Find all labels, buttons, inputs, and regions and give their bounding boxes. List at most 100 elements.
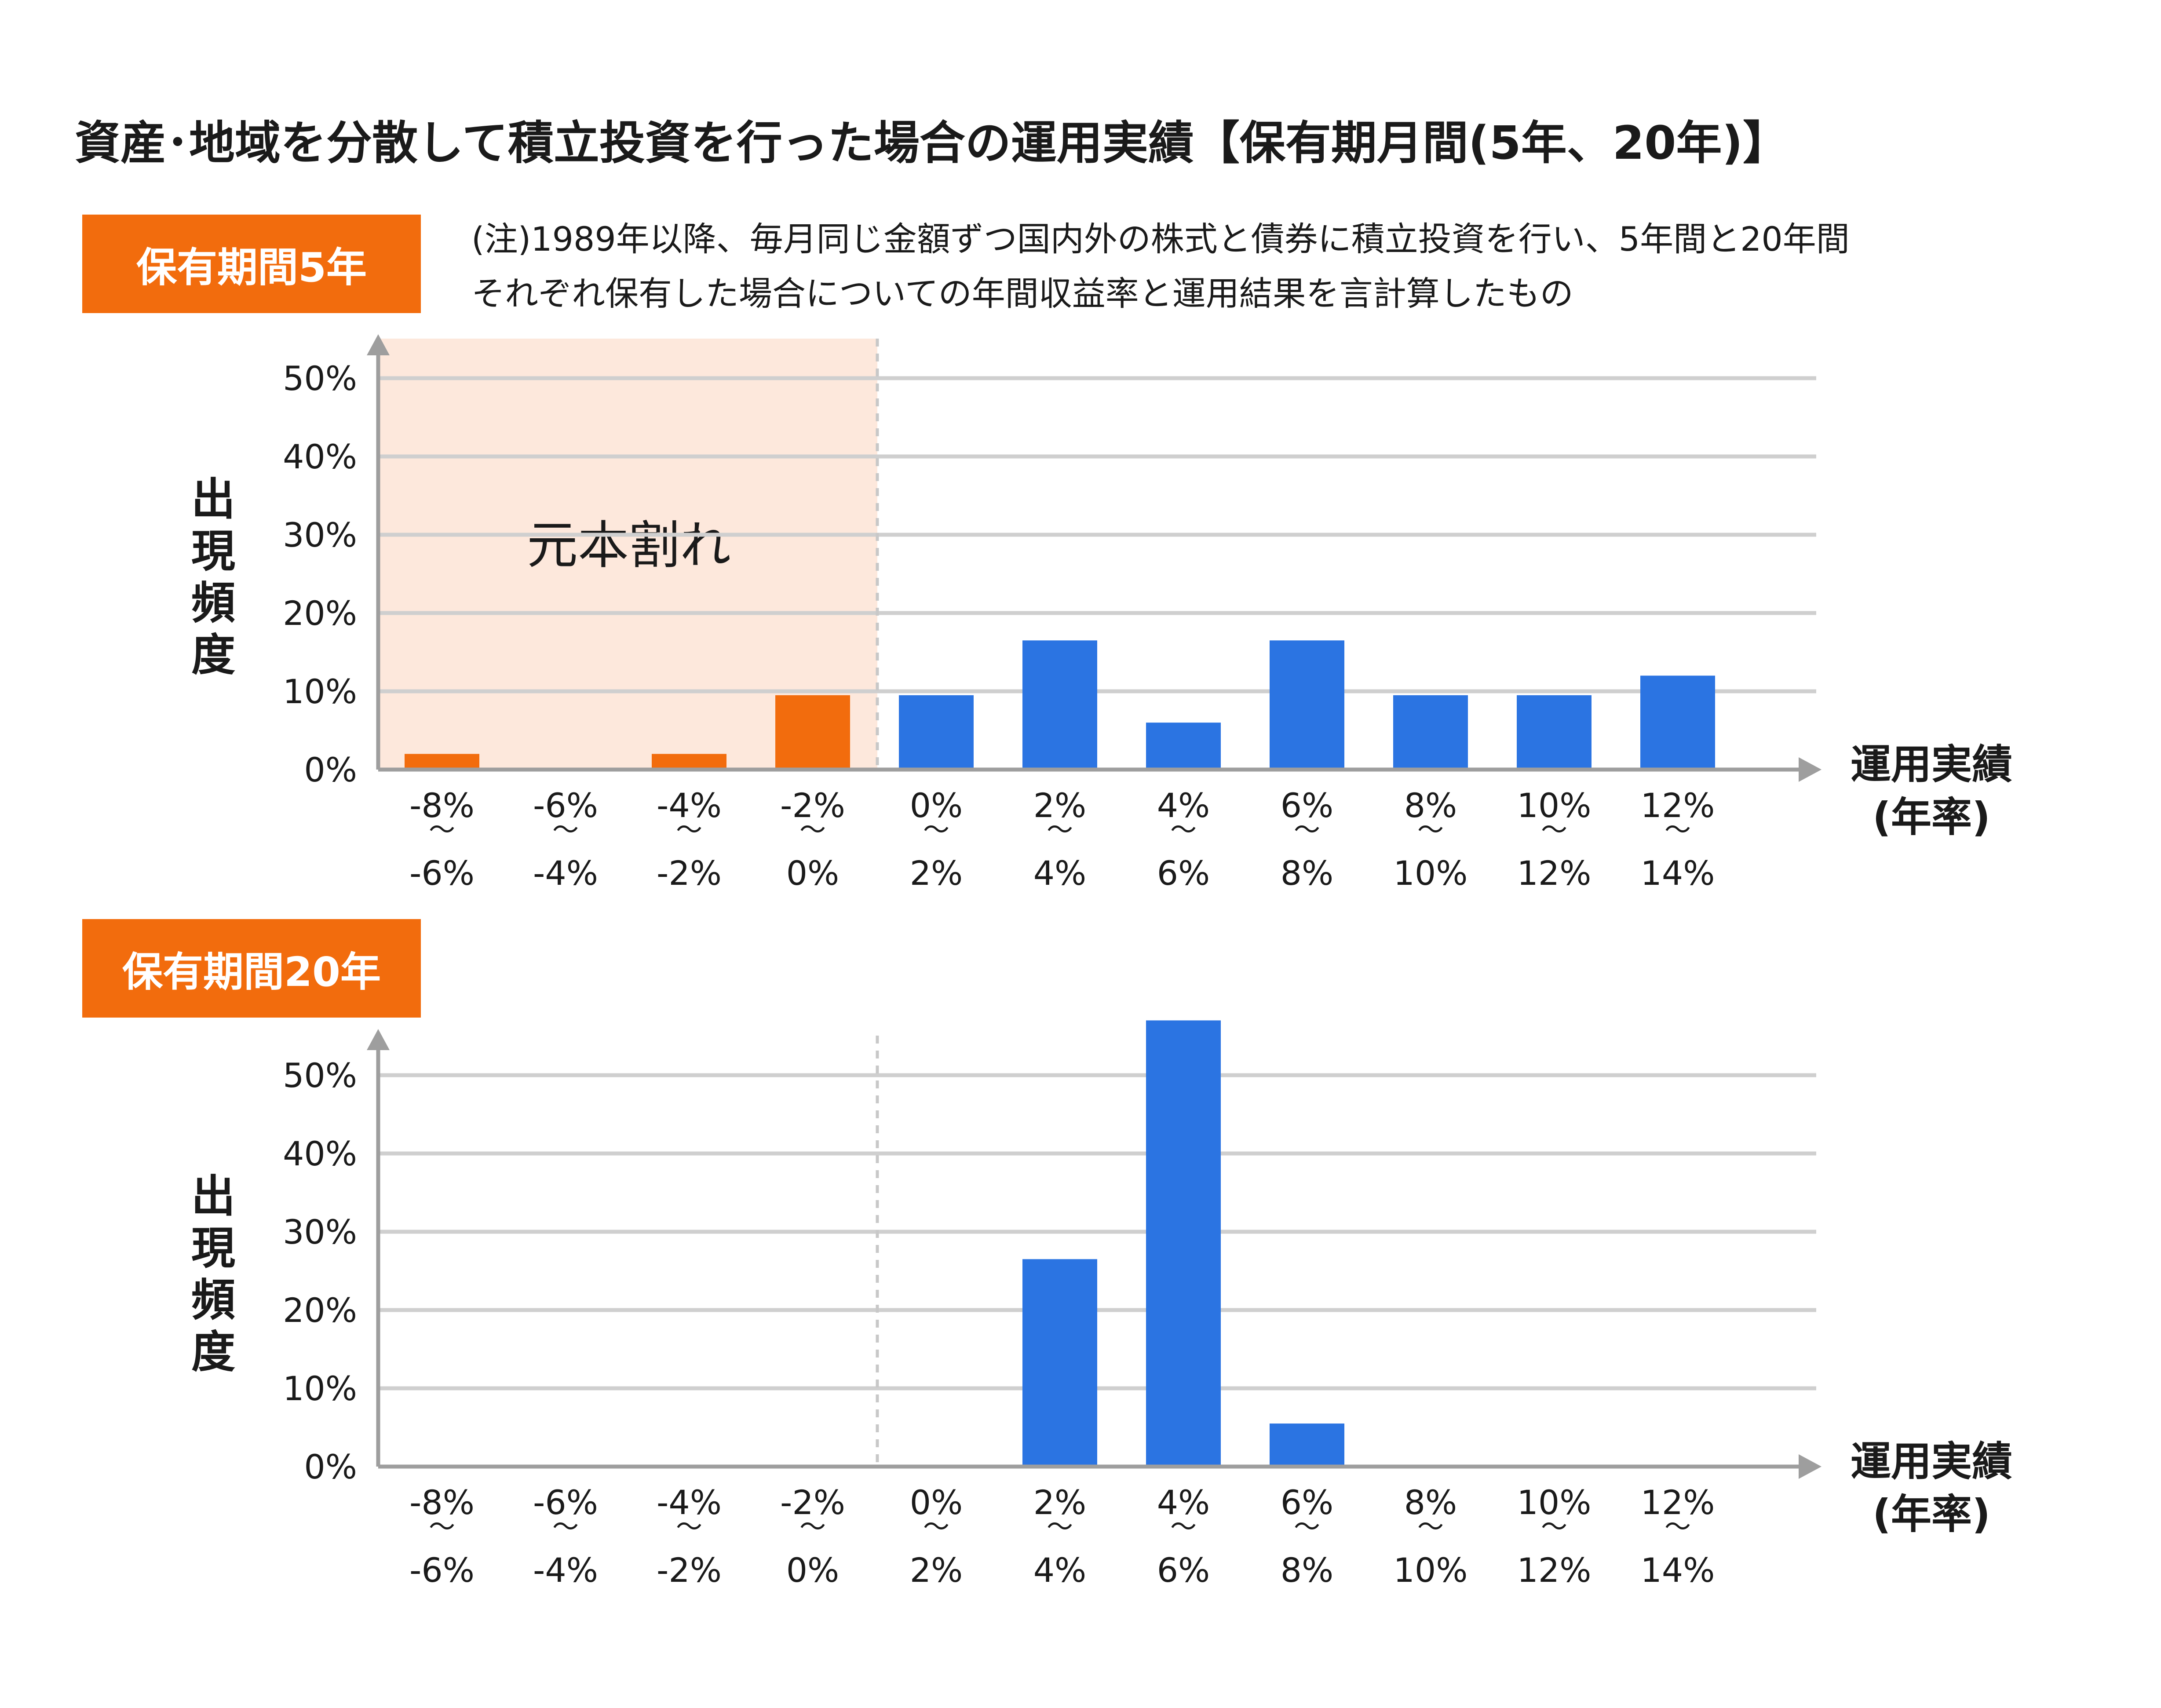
x-axis-arrow-icon [1799,1454,1822,1479]
x-tick-label-to: 0% [786,854,840,893]
x-tick-tilde: ～ [1665,815,1691,846]
x-tick-label-to: 2% [910,1551,963,1590]
y-tick-label: 50% [283,1056,357,1095]
x-tick-label-from: -6% [533,1483,598,1522]
x-tick-label-to: 0% [786,1551,840,1590]
x-tick-tilde: ～ [1541,1512,1567,1543]
y-tick-label: 20% [283,594,357,633]
loss-zone-label: 元本割れ [527,516,731,575]
x-tick-label-to: 14% [1641,854,1715,893]
x-tick-tilde: ～ [1047,815,1073,846]
x-tick-label-to: 14% [1641,1551,1715,1590]
x-axis-title-line-1: 運用実績 [1851,1438,2012,1485]
x-tick-label-from: -2% [780,1483,845,1522]
x-tick-label-from: 10% [1517,1483,1592,1522]
y-tick-label: 30% [283,515,357,555]
holding-period-20-badge: 保有期間20年 [82,919,421,1018]
y-tick-label: 10% [283,672,357,711]
x-tick-tilde: ～ [676,1512,702,1543]
x-tick-label-from: -8% [409,786,475,825]
x-axis-arrow-icon [1799,757,1822,782]
bar [1270,1423,1344,1467]
x-tick-tilde: ～ [799,1512,826,1543]
x-tick-label-to: 10% [1394,1551,1468,1590]
y-axis-title-char: 度 [191,629,235,681]
chart-holding-20-years: 50%40%30%20%10%0%-8%～-6%-6%～-4%-4%～-2%-2… [191,1020,2012,1590]
x-tick-label-from: -8% [409,1483,475,1522]
x-tick-label-from: -4% [657,1483,722,1522]
x-tick-tilde: ～ [1047,1512,1073,1543]
x-tick-tilde: ～ [676,815,702,846]
x-tick-label-to: 2% [910,854,963,893]
x-tick-label-to: -6% [409,1551,475,1590]
x-axis-title-line-1: 運用実績 [1851,741,2012,788]
y-tick-label: 40% [283,437,357,476]
y-tick-label: 40% [283,1134,357,1173]
y-tick-label: 20% [283,1291,357,1330]
x-tick-tilde: ～ [1417,815,1444,846]
footnote-line-1: (注)1989年以降、毎月同じ金額ずつ国内外の株式と債券に積立投資を行い、5年間… [471,219,1850,259]
x-tick-label-to: 4% [1033,1551,1087,1590]
y-axis-title-char: 度 [191,1326,235,1378]
x-tick-label-to: -2% [657,1551,722,1590]
x-tick-tilde: ～ [1294,1512,1320,1543]
x-tick-label-from: 8% [1404,786,1457,825]
bar [1146,1020,1221,1467]
bar [1640,675,1715,770]
y-axis-arrow-icon [367,1029,390,1050]
bar [405,754,479,770]
x-tick-label-from: 2% [1033,1483,1087,1522]
y-tick-label: 30% [283,1212,357,1252]
x-tick-tilde: ～ [429,1512,455,1543]
x-tick-label-to: -4% [533,854,598,893]
page-title: 資産･地域を分散して積立投資を行った場合の運用実績【保有期月間(5年、20年)】 [75,116,1789,170]
x-tick-label-from: 0% [910,786,963,825]
x-tick-label-from: -2% [780,786,845,825]
x-tick-label-to: -6% [409,854,475,893]
x-tick-label-to: 4% [1033,854,1087,893]
y-tick-label: 0% [304,750,357,789]
x-tick-tilde: ～ [552,815,579,846]
bar [652,754,726,770]
x-tick-tilde: ～ [1170,815,1197,846]
x-tick-tilde: ～ [552,1512,579,1543]
bar [899,695,974,770]
x-tick-tilde: ～ [1665,1512,1691,1543]
footnote-line-2: それぞれ保有した場合についての年間収益率と運用結果を言計算したもの [471,274,1573,313]
x-tick-label-to: 8% [1281,1551,1334,1590]
x-tick-tilde: ～ [1541,815,1567,846]
bar [1146,723,1221,770]
x-tick-tilde: ～ [799,815,826,846]
footnote: (注)1989年以降、毎月同じ金額ずつ国内外の株式と債券に積立投資を行い、5年間… [471,212,2099,321]
x-tick-label-from: 6% [1281,1483,1334,1522]
x-tick-label-from: 4% [1157,786,1210,825]
bar [1517,695,1592,770]
x-tick-label-to: 6% [1157,854,1210,893]
y-tick-label: 0% [304,1447,357,1486]
x-tick-label-to: 12% [1517,854,1592,893]
holding-period-5-badge: 保有期間5年 [82,215,421,313]
x-tick-label-from: 6% [1281,786,1334,825]
x-tick-tilde: ～ [1417,1512,1444,1543]
x-tick-tilde: ～ [923,815,949,846]
x-tick-label-to: 8% [1281,854,1334,893]
x-tick-label-from: 12% [1641,1483,1715,1522]
x-tick-label-to: -2% [657,854,722,893]
y-axis-title-char: 頻 [191,577,235,629]
x-tick-label-from: 12% [1641,786,1715,825]
x-tick-tilde: ～ [1294,815,1320,846]
x-tick-label-from: 8% [1404,1483,1457,1522]
x-tick-label-from: 10% [1517,786,1592,825]
x-tick-label-from: 4% [1157,1483,1210,1522]
y-axis-title-char: 現 [191,526,235,577]
x-axis-title-line-2: (年率) [1873,794,1990,841]
y-axis-title-char: 出 [191,474,235,525]
x-tick-label-to: 6% [1157,1551,1210,1590]
x-tick-tilde: ～ [429,815,455,846]
x-axis-title-line-2: (年率) [1873,1491,1990,1538]
bar [1270,640,1344,770]
x-tick-tilde: ～ [923,1512,949,1543]
bar [1022,1259,1097,1467]
x-tick-label-to: 12% [1517,1551,1592,1590]
y-axis-title-char: 現 [191,1223,235,1274]
